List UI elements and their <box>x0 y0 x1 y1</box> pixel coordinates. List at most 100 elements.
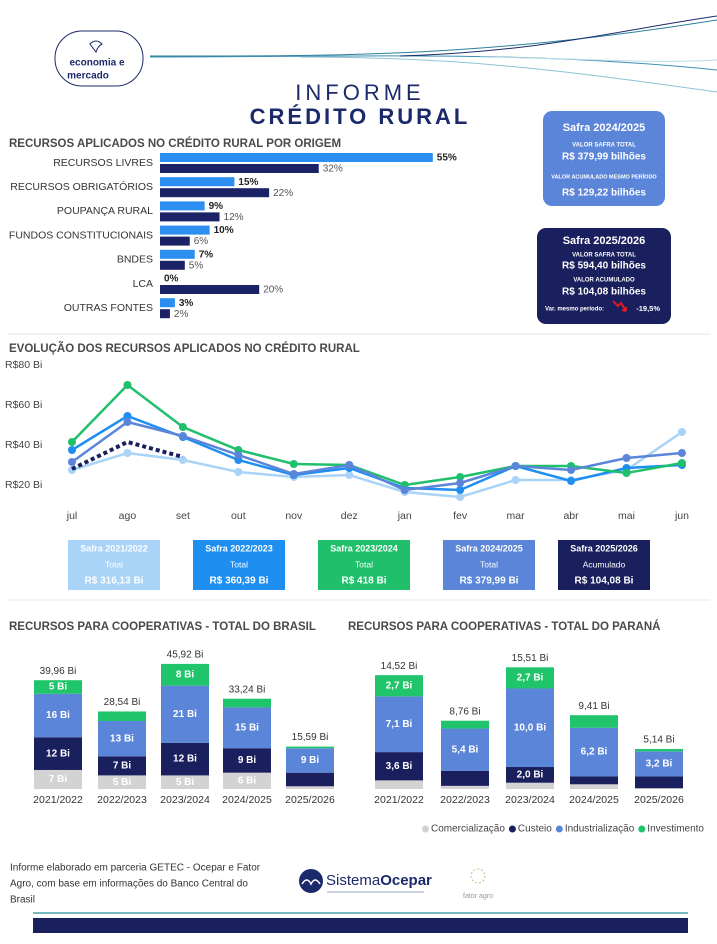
category-label: BNDES <box>117 254 153 266</box>
bar-segment <box>223 772 271 789</box>
wave <box>399 15 717 57</box>
legend-value: R$ 379,99 Bi <box>460 576 519 587</box>
bar-segment <box>506 767 554 783</box>
x-tick-label: mar <box>507 510 526 522</box>
bar-segment <box>441 770 489 786</box>
bar-segment <box>98 721 146 757</box>
bar <box>160 201 205 211</box>
value-label: 5,4 Bi <box>452 744 479 755</box>
value-label: 2,7 Bi <box>517 673 544 684</box>
legend-marker <box>555 825 563 833</box>
x-tick-label: jan <box>397 510 412 522</box>
bar <box>160 249 195 259</box>
footer-bar <box>33 918 688 933</box>
bar <box>160 236 190 246</box>
bar-segment <box>570 727 618 777</box>
legend-label: Investimento <box>647 824 704 835</box>
legend-sub: Total <box>355 559 373 569</box>
footer-note: Brasil <box>10 895 35 906</box>
total-label: 39,96 Bi <box>40 666 77 677</box>
wave <box>479 56 717 62</box>
logo-text: Ocepar <box>380 872 432 889</box>
legend-box <box>443 540 535 590</box>
box-title: Safra 2024/2025 <box>563 122 646 134</box>
value-label: 10,0 Bi <box>514 722 546 733</box>
bar <box>160 298 175 308</box>
x-tick-label: 2025/2026 <box>634 794 684 806</box>
logo-text: Sistema <box>326 872 381 889</box>
footer-note: Informe elaborado em parceria GETEC - Oc… <box>10 863 261 874</box>
legend-box <box>558 540 650 590</box>
ocepar-logo: SistemaOcepar <box>299 869 432 893</box>
data-point <box>511 462 520 470</box>
legend-sub: Acumulado <box>583 559 626 569</box>
logo-icon <box>299 869 323 893</box>
bar-segment <box>506 782 554 789</box>
brand-badge <box>54 30 144 87</box>
category-label: LCA <box>133 278 153 290</box>
data-point <box>234 451 243 459</box>
bar-segment <box>635 776 683 789</box>
brand-text: mercado <box>67 71 109 82</box>
x-tick-label: abr <box>563 510 579 522</box>
box-label: Var. mesmo período: <box>545 307 604 313</box>
total-label: 8,76 Bi <box>449 706 480 717</box>
down-arrow <box>612 300 627 312</box>
brand-icon <box>89 40 103 54</box>
data-point <box>289 470 298 478</box>
data-point <box>622 469 631 477</box>
bar-segment <box>441 720 489 729</box>
logo-text: SistemaOcepar <box>326 872 432 889</box>
safra-box <box>543 111 665 206</box>
value-label: 10% <box>214 225 234 236</box>
legend-label: Comercialização <box>431 824 505 835</box>
data-point <box>456 493 465 501</box>
bar-segment <box>635 751 683 777</box>
safra-box <box>537 228 671 324</box>
data-point <box>456 473 465 481</box>
bar-segment <box>286 748 334 773</box>
data-point <box>622 454 631 462</box>
legend-sub: Total <box>230 559 248 569</box>
bar <box>160 212 220 222</box>
data-point <box>567 477 576 485</box>
value-label: 7,1 Bi <box>386 719 413 730</box>
x-tick-label: set <box>176 510 190 522</box>
y-tick-label: R$60 Bi <box>5 399 42 411</box>
box-label: VALOR SAFRA TOTAL <box>572 253 636 259</box>
value-label: 5% <box>189 260 204 271</box>
value-label: 16 Bi <box>46 710 70 721</box>
value-label: 15% <box>238 177 258 188</box>
legend-name: Safra 2022/2023 <box>205 543 273 553</box>
value-label: 6,2 Bi <box>581 747 608 758</box>
value-label: 6 Bi <box>238 775 257 786</box>
value-label: 9 Bi <box>238 755 257 766</box>
value-label: 0% <box>164 274 179 285</box>
bar-segment <box>635 788 683 789</box>
data-point <box>178 423 187 431</box>
x-tick-label: 2023/2024 <box>505 794 555 806</box>
value-label: 12% <box>224 212 244 223</box>
bar-segment <box>34 737 82 770</box>
wave <box>149 55 717 71</box>
bar-segment <box>34 769 82 789</box>
wave <box>149 19 717 57</box>
category-label: FUNDOS CONSTITUCIONAIS <box>9 229 153 241</box>
value-label: 13 Bi <box>110 733 134 744</box>
value-label: 9% <box>209 201 224 212</box>
box-value: R$ 129,22 bilhões <box>562 188 646 199</box>
value-label: 12 Bi <box>46 748 70 759</box>
value-label: 7 Bi <box>113 761 132 772</box>
bar-segment <box>375 675 423 697</box>
bar-segment <box>570 784 618 789</box>
data-point <box>123 449 132 457</box>
footer-note: Agro, com base em informações do Banco C… <box>10 879 248 890</box>
data-point <box>68 446 76 454</box>
x-tick-label: fev <box>453 510 468 522</box>
bar-segment <box>375 752 423 781</box>
section-title: RECURSOS PARA COOPERATIVAS - TOTAL DO PA… <box>348 620 660 633</box>
category-label: RECURSOS LIVRES <box>53 157 153 169</box>
legend-value: R$ 316,13 Bi <box>85 576 144 587</box>
data-point <box>345 471 354 479</box>
value-label: 15 Bi <box>235 722 259 733</box>
